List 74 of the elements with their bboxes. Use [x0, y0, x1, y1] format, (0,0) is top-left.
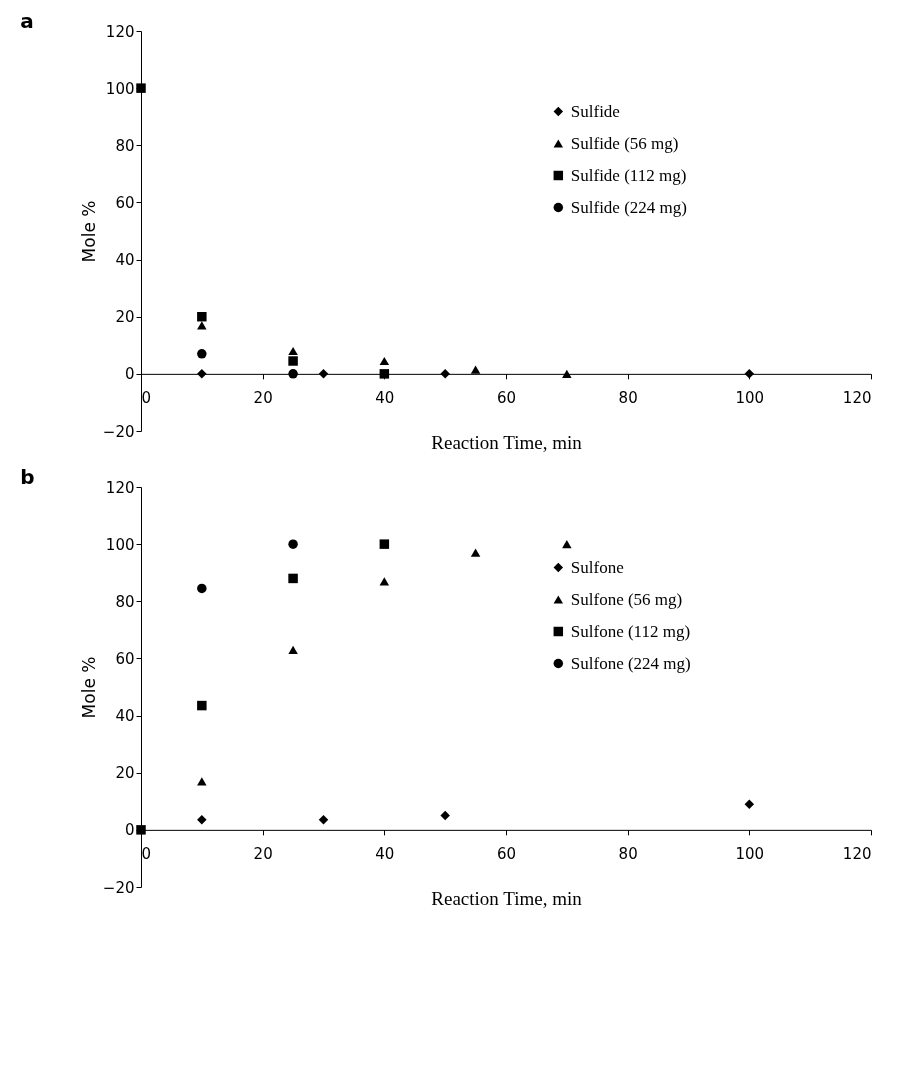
- point: [197, 583, 207, 594]
- y-tick-label: 60: [115, 193, 135, 212]
- point: [288, 356, 298, 366]
- y-tick-label: 20: [115, 308, 135, 327]
- point: [379, 369, 390, 379]
- y-tick-label: 60: [115, 649, 135, 668]
- x-tick-label: 40: [375, 389, 395, 408]
- legend-label: Sulfone (112 mg): [570, 621, 691, 641]
- x-tick-label: 60: [496, 845, 517, 864]
- point: [562, 369, 572, 378]
- point: [197, 369, 207, 379]
- point: [288, 346, 298, 356]
- point: [440, 369, 450, 379]
- legend-label: Sulfide (56 mg): [570, 133, 679, 153]
- point: [379, 539, 390, 549]
- point: [744, 799, 755, 809]
- point: [318, 369, 329, 379]
- x-tick-label: 0: [141, 389, 152, 408]
- x-tick-label: 120: [842, 845, 872, 864]
- legend-label: Sulfide: [570, 101, 620, 121]
- point: [197, 311, 207, 322]
- x-axis-title: Reaction Time, min: [431, 431, 583, 453]
- point: [197, 815, 207, 825]
- y-tick-label: 100: [105, 79, 135, 98]
- point: [197, 777, 207, 786]
- point: [197, 349, 207, 359]
- point: [379, 356, 390, 366]
- y-tick-label: 80: [115, 136, 135, 155]
- x-tick-label: 80: [618, 389, 638, 408]
- y-tick-label: 120: [105, 478, 135, 497]
- x-tick-label: 100: [735, 845, 765, 864]
- point: [288, 645, 298, 654]
- point: [197, 321, 207, 330]
- x-tick-label: 60: [496, 389, 517, 408]
- point: [440, 810, 450, 821]
- point: [562, 540, 572, 549]
- legend-label: Sulfone (56 mg): [570, 589, 683, 609]
- y-tick-label: 40: [115, 707, 135, 726]
- x-tick-label: 100: [735, 389, 765, 408]
- point: [288, 539, 298, 549]
- point: [288, 369, 298, 379]
- legend-label: Sulfide (112 mg): [570, 165, 687, 185]
- x-tick-label: 80: [618, 845, 638, 864]
- legend-label: Sulfone (224 mg): [570, 653, 691, 673]
- x-tick-label: 120: [842, 389, 872, 408]
- point: [470, 365, 481, 374]
- point: [744, 369, 755, 379]
- y-tick-label: 0: [124, 365, 135, 384]
- legend-label: Sulfide (224 mg): [570, 197, 687, 217]
- y-tick-label: 20: [115, 764, 135, 783]
- y-tick-label: −20: [102, 422, 135, 441]
- point: [197, 700, 207, 711]
- y-tick-label: 40: [115, 251, 135, 270]
- x-tick-label: 40: [375, 845, 395, 864]
- y-tick-label: 100: [105, 535, 135, 554]
- legend-label: Sulfone: [570, 557, 624, 577]
- point: [136, 83, 146, 93]
- point: [288, 573, 298, 584]
- chart-title: b: [20, 465, 35, 489]
- point: [136, 825, 146, 835]
- x-tick-label: 20: [253, 389, 273, 408]
- y-tick-label: 0: [124, 821, 135, 840]
- point: [318, 815, 329, 825]
- y-axis-title: Mole %: [78, 656, 99, 719]
- point: [470, 548, 481, 557]
- y-tick-label: 80: [115, 592, 135, 611]
- x-tick-label: 20: [253, 845, 273, 864]
- chart-title: a: [20, 9, 34, 33]
- point: [379, 577, 390, 586]
- y-axis-title: Mole %: [78, 200, 99, 263]
- y-tick-label: 120: [105, 22, 135, 41]
- x-axis-title: Reaction Time, min: [431, 887, 583, 909]
- x-tick-label: 0: [141, 845, 152, 864]
- y-tick-label: −20: [102, 878, 135, 897]
